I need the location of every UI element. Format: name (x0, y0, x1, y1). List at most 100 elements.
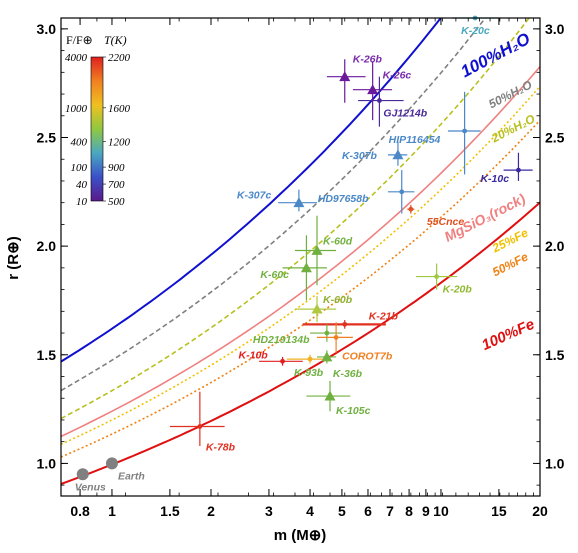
marker-earth (105, 457, 118, 470)
label-k-10b: K-10b (239, 349, 269, 361)
marker-k-307b (392, 149, 404, 160)
planet-k-78b: K-78b (169, 391, 236, 453)
axis-ticks: 0.8 1 1.5 2 3 4 5 6 7 8 9 10 15 201.0 1.01.5 1.52.0 2.02… (37, 18, 565, 519)
planet-k-60b: K-60b (294, 294, 353, 323)
label-k-20c: K-20c (461, 25, 490, 37)
colorbar-temp-label: 2200 (108, 52, 131, 64)
planet-k-60c: K-60c (260, 235, 327, 301)
label-hd97658b: HD97658b (318, 193, 369, 205)
colorbar-temp-label: 900 (108, 162, 125, 174)
marker-k-93b (307, 356, 313, 362)
curve-20-h-o (61, 18, 531, 420)
planet-k-20c: K-20c (451, 15, 499, 37)
planet-gj1214b: GJ1214b (358, 76, 428, 127)
y-tick-label: 1.0 (37, 455, 57, 471)
marker-k-20b (434, 274, 440, 279)
marker-55cnce (408, 206, 414, 212)
colorbar-temp-label: 500 (108, 196, 125, 208)
x-tick-label: 10 (433, 503, 449, 519)
marker-hip116454 (462, 128, 468, 134)
x-tick-label: 9 (422, 503, 430, 519)
planet-k-36b: K-36b (317, 350, 363, 380)
marker-k-10c (516, 167, 521, 173)
colorbar-temp-title: T(K) (104, 33, 127, 47)
plot-frame (60, 17, 541, 497)
x-tick-label: 0.8 (70, 503, 90, 519)
x-tick-label: 8 (405, 503, 413, 519)
marker-k-26b (339, 71, 351, 82)
marker-k-105c (324, 390, 336, 401)
planet-k-60d: K-60d (294, 215, 353, 286)
marker-k-10b (280, 358, 285, 364)
curve-label-50-h-o: 50%H₂O (486, 77, 534, 111)
y-tick-label: 1.5 (37, 347, 57, 363)
label-k-78b: K-78b (206, 441, 236, 453)
planet-hip116454: HIP116454 (389, 91, 481, 175)
planet-hd97658b: HD97658b (318, 170, 415, 214)
planet-venus: Venus (75, 468, 106, 493)
label-hip116454: HIP116454 (389, 134, 441, 146)
colorbar-flux-title: F/F⊕ (66, 33, 93, 47)
colorbar-flux-label: 10 (76, 196, 88, 208)
label-k-307c: K-307c (237, 190, 272, 202)
model-curve-labels: 100%H₂O50%H₂O20%H₂OMgSiO₃(rock)25%Fe50%F… (442, 29, 538, 354)
label-k-307b: K-307b (342, 150, 378, 162)
label-k-60c: K-60c (260, 269, 289, 281)
colorbar-temp-label: 1600 (108, 103, 131, 115)
label-k-93b: K-93b (294, 367, 324, 379)
label-55cnce: 55Cnce (427, 216, 465, 228)
y-tick-label-right: 2.0 (545, 238, 565, 254)
marker-k-21b (342, 321, 348, 327)
marker-venus (76, 468, 89, 481)
label-corot7b: COROT7b (342, 350, 393, 362)
label-k-21b: K-21b (369, 310, 399, 322)
curve-label-100-fe: 100%Fe (479, 316, 537, 354)
planet-k-21b: K-21b (302, 310, 399, 329)
marker-hd219134b (324, 330, 330, 336)
planet-corot7b: COROT7b (317, 322, 393, 362)
colorbar-flux-label: 1000 (65, 103, 88, 115)
marker-k-60b (311, 303, 323, 314)
x-tick-label: 20 (532, 503, 548, 519)
y-axis-title: r (R⊕) (5, 236, 22, 279)
curve-50-fe (61, 119, 540, 458)
x-tick-label: 15 (491, 503, 507, 519)
planet-k-20b: K-20b (416, 263, 472, 296)
marker-gj1214b (377, 98, 382, 103)
curve-100-h-o (61, 18, 442, 363)
planet-55cnce: 55Cnce (407, 204, 465, 228)
planet-hd219134b: HD219134b (253, 324, 342, 346)
label-k-36b: K-36b (333, 368, 363, 380)
y-tick-label-right: 3.0 (545, 21, 565, 37)
colorbar-flux-label: 40 (76, 179, 88, 191)
label-gj1214b: GJ1214b (383, 108, 427, 120)
x-tick-label: 7 (386, 503, 394, 519)
colorbar-flux-label: 4000 (65, 52, 88, 64)
curve-100-fe (61, 201, 540, 485)
curve-25-fe (61, 85, 540, 446)
colorbar-flux-label: 100 (71, 162, 88, 174)
label-k-105c: K-105c (336, 405, 371, 417)
planet-earth: Earth (105, 457, 145, 482)
planet-k-10c: K-10c (480, 152, 533, 185)
marker-k-36b (321, 351, 333, 362)
x-tick-label: 2 (207, 503, 215, 519)
label-hd219134b: HD219134b (253, 334, 310, 346)
y-tick-label: 2.0 (37, 238, 57, 254)
marker-k-60c (300, 262, 312, 273)
y-tick-label-right: 1.0 (545, 455, 565, 471)
label-k-60d: K-60d (323, 235, 353, 247)
label-venus: Venus (75, 481, 106, 493)
y-tick-label: 3.0 (37, 21, 57, 37)
x-tick-label: 1.5 (160, 503, 180, 519)
marker-k-307c (293, 197, 305, 208)
marker-k-26c (367, 84, 379, 95)
y-tick-label-right: 2.5 (545, 130, 565, 146)
curve-mgsio-rock (61, 66, 540, 438)
planet-k-307b: K-307b (342, 141, 408, 166)
y-tick-label: 2.5 (37, 130, 57, 146)
x-tick-label: 6 (364, 503, 372, 519)
planet-k-105c: K-105c (306, 380, 371, 417)
